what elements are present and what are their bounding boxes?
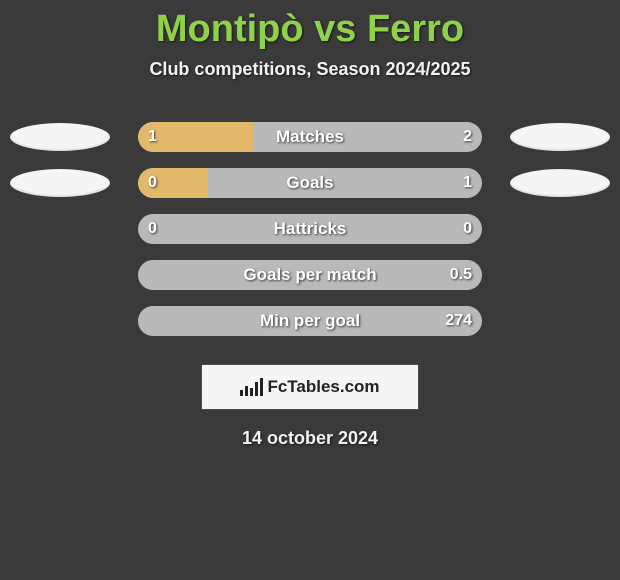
brand-inner: FcTables.com	[240, 377, 379, 397]
stat-row: Goals01	[0, 160, 620, 206]
page-title: Montipò vs Ferro	[0, 0, 620, 51]
brand-text: FcTables.com	[267, 377, 379, 397]
brand-box[interactable]: FcTables.com	[201, 364, 419, 410]
player-right-ellipse	[510, 123, 610, 151]
stat-row: Min per goal274	[0, 298, 620, 344]
stat-bar	[138, 306, 482, 336]
stat-row: Hattricks00	[0, 206, 620, 252]
bar-chart-icon	[240, 378, 263, 396]
stat-bar-left	[138, 122, 253, 152]
stat-bar	[138, 122, 482, 152]
player-left-ellipse	[10, 169, 110, 197]
stat-bar-left	[138, 168, 207, 198]
date-label: 14 october 2024	[0, 428, 620, 449]
stat-row: Matches12	[0, 114, 620, 160]
comparison-infographic: Montipò vs Ferro Club competitions, Seas…	[0, 0, 620, 580]
stat-bar	[138, 168, 482, 198]
player-left-ellipse	[10, 123, 110, 151]
stat-bar	[138, 260, 482, 290]
stat-row: Goals per match0.5	[0, 252, 620, 298]
player-right-ellipse	[510, 169, 610, 197]
page-subtitle: Club competitions, Season 2024/2025	[0, 59, 620, 80]
stats-container: Matches12Goals01Hattricks00Goals per mat…	[0, 114, 620, 344]
stat-bar	[138, 214, 482, 244]
